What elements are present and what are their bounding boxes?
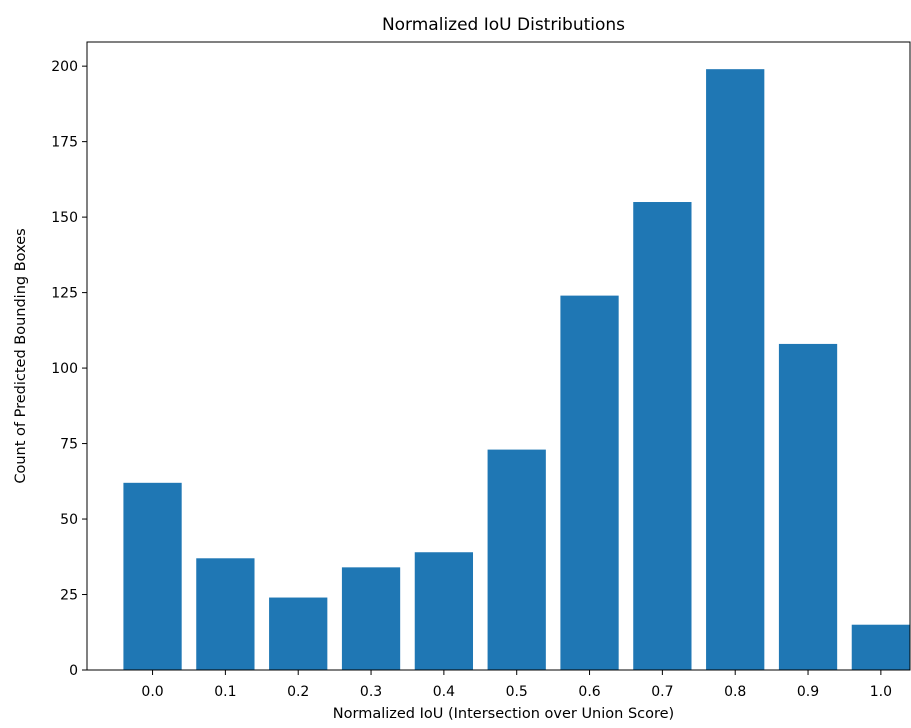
- x-tick-label: 0.9: [797, 684, 819, 700]
- y-axis-label: Count of Predicted Bounding Boxes: [13, 228, 29, 483]
- x-tick-label: 0.0: [141, 684, 163, 700]
- bar-1.0: [851, 624, 910, 670]
- y-tick-label: 75: [60, 437, 78, 453]
- x-axis-ticks: 0.0 0.1 0.2 0.3 0.4 0.5 0.6 0.7 0.8 0.9 1.0: [141, 670, 892, 700]
- y-tick-label: 25: [60, 588, 78, 604]
- bar-0.3: [341, 567, 401, 670]
- bar-0.6: [560, 295, 619, 670]
- y-tick-label: 125: [51, 286, 78, 302]
- bar-0.2: [269, 597, 328, 670]
- y-tick-label: 0: [69, 663, 78, 679]
- bar-0.0: [123, 482, 182, 670]
- bars-layer: [123, 69, 910, 670]
- x-tick-label: 0.8: [724, 684, 746, 700]
- x-tick-label: 0.7: [651, 684, 673, 700]
- chart-title: Normalized IoU Distributions: [382, 15, 625, 35]
- bar-0.5: [487, 449, 546, 670]
- x-tick-label: 0.4: [433, 684, 455, 700]
- y-tick-label: 200: [51, 59, 78, 75]
- x-tick-label: 0.3: [360, 684, 382, 700]
- bar-0.4: [414, 552, 474, 670]
- bar-0.9: [778, 343, 838, 670]
- x-tick-label: 1.0: [870, 684, 892, 700]
- x-tick-label: 0.1: [214, 684, 236, 700]
- y-tick-label: 100: [51, 361, 78, 377]
- y-tick-label: 175: [51, 135, 78, 151]
- x-tick-label: 0.2: [287, 684, 309, 700]
- y-axis-ticks: 0 25 50 75 100 125 150 175 200: [51, 59, 87, 679]
- x-tick-label: 0.5: [506, 684, 528, 700]
- plot-frame: [86, 41, 911, 671]
- y-tick-label: 50: [60, 512, 78, 528]
- x-tick-label: 0.6: [578, 684, 600, 700]
- y-tick-label: 150: [51, 210, 78, 226]
- x-axis-label: Normalized IoU (Intersection over Union …: [333, 706, 674, 722]
- bar-0.7: [633, 202, 692, 670]
- bar-0.8: [706, 69, 765, 670]
- bar-0.1: [196, 558, 255, 670]
